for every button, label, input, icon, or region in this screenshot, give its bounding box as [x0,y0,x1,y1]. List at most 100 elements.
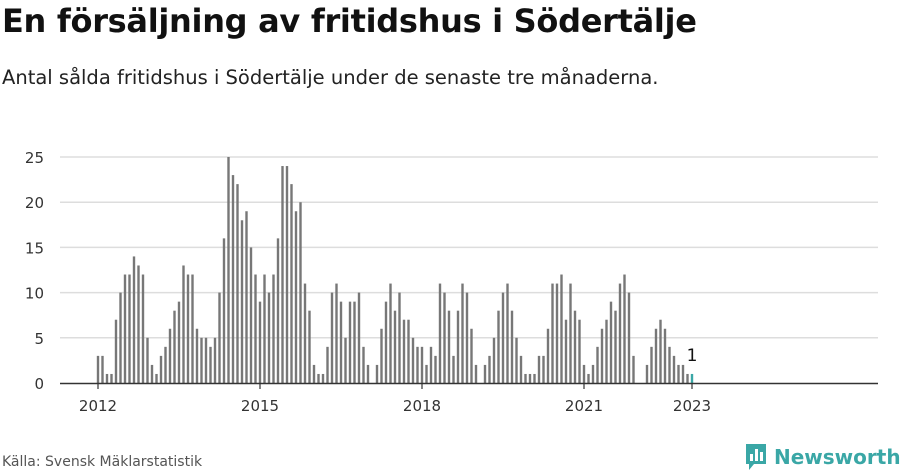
bar [155,373,158,383]
bar [425,364,428,383]
bar [344,337,347,383]
bar [231,175,235,383]
y-tick-label: 0 [34,375,44,393]
bar [420,346,424,383]
x-tick-label: 2018 [403,397,441,415]
bar [227,157,230,383]
bar [164,346,167,383]
bar [182,265,185,383]
bar [668,346,671,383]
page-subtitle: Antal sålda fritidshus i Södertälje unde… [2,66,659,89]
x-axis-ticks: 2012 2015 2018 2021 2023 [79,383,711,415]
bar [578,319,581,383]
bar [317,373,320,383]
bar [650,346,653,383]
x-tick-label: 2023 [673,397,711,415]
bar [110,373,113,383]
bar [465,292,469,383]
bar [447,310,451,383]
bar [438,283,442,383]
bar [146,337,149,383]
bar [551,283,554,383]
bar [353,301,356,383]
bar [195,328,199,383]
bar [474,364,478,383]
bar [416,346,419,383]
bar [362,346,365,383]
newsworthy-logo-icon [746,444,766,470]
y-axis-ticks: 0 5 10 15 20 25 [25,149,44,393]
bar [452,355,455,383]
bar [470,328,473,383]
x-tick-label: 2012 [79,397,117,415]
bar [254,274,257,383]
bar [357,292,361,383]
bar [569,283,572,383]
bar [326,346,329,383]
y-tick-label: 10 [25,285,44,303]
bar [519,355,523,383]
bar [605,319,608,383]
bar [492,337,496,383]
bar [375,364,379,383]
bar [411,337,415,383]
bar [245,211,248,383]
bar [434,355,437,383]
bar [96,355,100,383]
bar [672,355,676,383]
bar [290,184,293,383]
bar [168,328,172,383]
page-title: En försäljning av fritidshus i Södertälj… [2,2,697,40]
y-tick-label: 5 [34,330,44,348]
bar [101,355,104,383]
bar [303,283,307,383]
bar [177,301,181,383]
bar [141,274,145,383]
bar [150,364,154,383]
brand-logo[interactable]: Newsworthy [744,442,900,472]
y-tick-label: 25 [25,149,44,167]
bar [515,337,518,383]
bar [632,355,635,383]
bar [456,310,460,383]
bar [348,301,352,383]
bar [398,292,401,383]
bar [587,373,590,383]
bar [461,283,464,383]
x-tick-label: 2015 [241,397,279,415]
bar [402,319,406,383]
bar [267,292,271,383]
bar [132,256,136,383]
bar [564,319,568,383]
bar [546,328,550,383]
bar [236,184,239,383]
bar [137,265,140,383]
bar [627,292,631,383]
bar [501,292,505,383]
bar [114,319,118,383]
bar [596,346,599,383]
bar [528,373,532,383]
bar [209,346,212,383]
bar [560,274,563,383]
bar [591,364,595,383]
bar [686,373,689,383]
bar [380,328,383,383]
bar [263,274,266,383]
bar [497,310,500,383]
bar [645,364,649,383]
bar [609,301,613,383]
bar [335,283,338,383]
bar [659,319,662,383]
bar [384,301,388,383]
bar [213,337,217,383]
bar [173,310,176,383]
y-tick-label: 20 [25,194,44,212]
bar [299,202,302,383]
bar [366,364,370,383]
annotations: 1 [687,346,698,366]
bar [690,373,694,383]
bar [321,373,325,383]
x-tick-label: 2021 [565,397,603,415]
